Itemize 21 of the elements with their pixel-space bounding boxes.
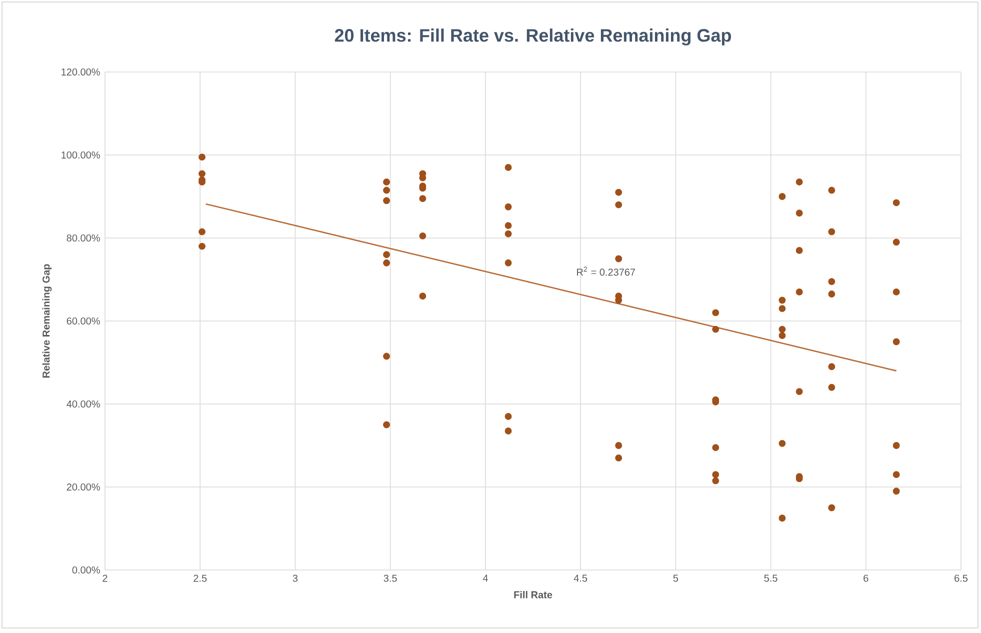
y-tick-label: 40.00%	[66, 400, 100, 408]
x-axis-title: Fill Rate	[514, 590, 552, 598]
x-tick-label: 4.5	[574, 574, 588, 582]
x-tick-label: 4	[482, 574, 488, 582]
y-tick-label: 120.00%	[62, 68, 100, 76]
x-tick-label: 6	[864, 574, 868, 582]
y-tick-label: 60.00%	[66, 317, 100, 325]
y-tick-label: 20.00%	[66, 483, 100, 491]
y-tick-label: 100.00%	[62, 151, 100, 159]
x-tick-label: 3.5	[384, 574, 397, 582]
x-tick-label: 5.5	[764, 574, 778, 582]
x-tick-label: 5	[673, 574, 678, 582]
annotation: R$^{2}$ = 0.23767	[577, 266, 636, 276]
y-axis-title: Relative Remaining Gap	[42, 264, 52, 378]
x-tick-label: 3	[292, 574, 298, 582]
x-tick-label: 2.5	[194, 574, 207, 582]
x-tick-label: 2	[102, 574, 108, 582]
chart-title: 20 Items: Fill Rate vs. Relative Remaining Gap	[334, 28, 731, 46]
y-tick-label: 0.00%	[72, 566, 100, 574]
y-tick-label: 80.00%	[66, 234, 100, 242]
x-tick-label: 6.5	[954, 574, 968, 582]
